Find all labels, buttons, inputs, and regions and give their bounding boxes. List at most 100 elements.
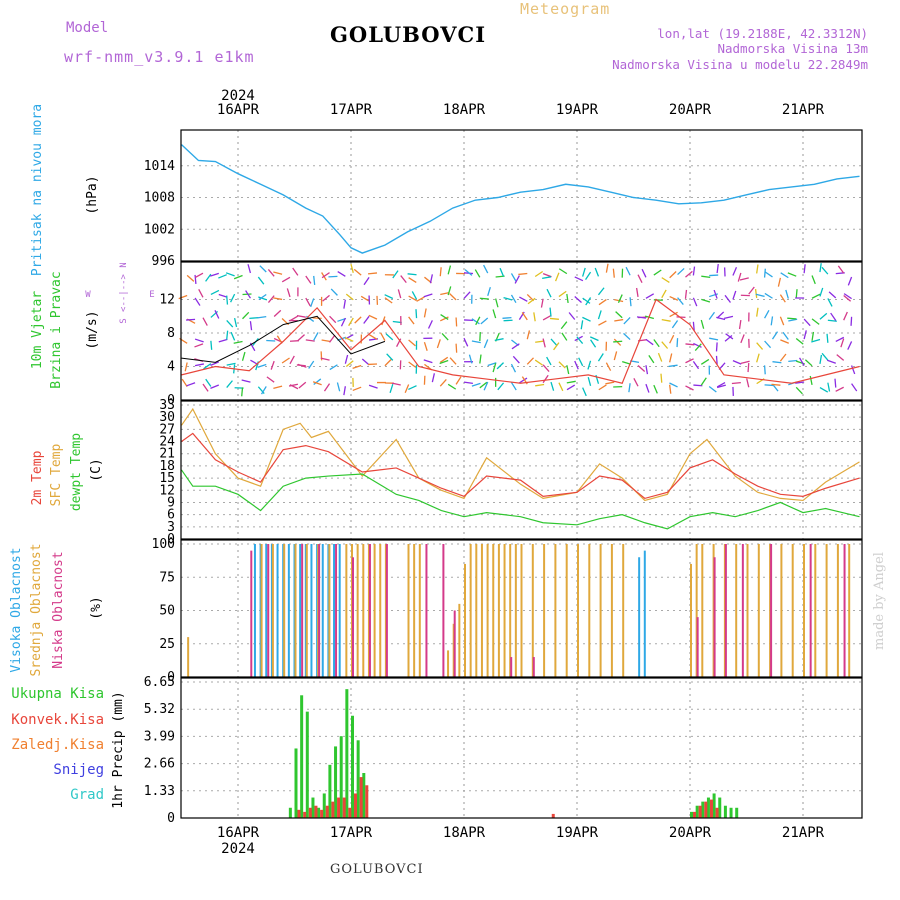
wind-arrow [380,332,386,341]
wind-arrow [835,336,845,343]
wind-arrow [439,356,449,363]
wind-arrow [205,273,212,282]
wind-arrow [312,381,322,386]
precip-bar [334,746,338,818]
wind-arrow [597,310,602,320]
wind-arrow [340,317,346,327]
pressure-unit: (hPa) [85,175,100,214]
watermark: made by Angel [872,552,887,650]
top-day-label: 20APR [669,102,712,118]
precip-bar [362,773,366,818]
wind-arrow [534,359,543,366]
precip-bar [300,695,304,818]
wind-arrow [296,315,306,318]
wind-arrow [582,297,591,304]
wind-arrow [788,318,798,322]
wind-arrow [811,338,821,343]
wind-arrow [629,297,632,307]
precip-bar [351,715,354,818]
y-tick-label: 75 [159,570,175,585]
precip-label-conv: Konvek.Kisa [11,712,104,728]
wind-arrow [194,274,197,285]
y-tick-label: 6 [167,508,175,523]
wind-arrow [821,266,829,275]
wind-arrow [423,341,428,351]
wind-arrow [661,289,667,299]
wind-arrow [292,267,299,276]
wind-arrow [499,267,505,277]
wind-arrow [494,338,504,342]
y-tick-label: 8 [167,326,175,341]
wind-arrow [313,332,319,341]
wind-arrow [329,334,336,343]
wind-arrow [764,271,773,278]
wind-arrow [597,353,604,362]
precip-bar [325,805,329,818]
wind-arrow [218,274,227,279]
precip-bar [305,711,309,818]
wind-arrow [241,387,244,397]
wind-arrow [574,276,584,282]
wind-arrow [440,314,449,320]
temp-unit: (C) [89,458,104,481]
pressure-line [181,144,860,254]
wind-arrow [847,276,853,286]
bottom-day-label: 21APR [782,825,825,841]
wind-arrow [408,361,417,368]
panel-frame [180,677,863,819]
wind-arrow [178,294,188,300]
wind-arrow [518,272,528,276]
wind-arrow [463,291,471,299]
wind-arrow [724,335,733,342]
wind-arrow [385,333,394,341]
panel-frame [180,539,863,678]
wind-arrow [247,264,252,274]
wind-arrow [416,296,425,302]
data-layer [178,144,860,818]
wind-arrow [479,297,489,300]
wind-arrow [226,295,229,305]
t2-temp-line [181,432,860,500]
wind-arrow [558,290,567,298]
wind-arrow [542,364,550,372]
wind-arrow [439,316,449,322]
wind-arrow [568,312,576,320]
wind-arrow [660,373,663,383]
compass-south: S [119,318,129,323]
wind-arrow [337,271,346,277]
bottom-day-label: 18APR [443,825,486,841]
wind-arrow [777,277,782,287]
wind-arrow [803,264,806,274]
precip-bar [297,809,301,818]
wind-arrow [455,343,458,353]
wind-arrow [622,361,632,365]
wind-arrow [566,380,576,384]
wind-arrow [732,360,742,365]
wind-arrow [289,340,300,342]
wind-arrow [676,316,686,319]
top-day-label: 16APR [217,102,260,118]
wind-arrow [542,374,549,384]
wind-arrow [463,381,473,385]
precip-bar [303,811,307,818]
precip-bar [709,799,713,818]
y-tick-label: 0 [167,670,175,685]
wind-arrow [534,270,544,278]
wind-arrow [605,263,609,273]
bottom-day-label: 17APR [330,825,373,841]
wind-arrow [716,381,726,388]
precip-bar [317,807,321,818]
wind-arrow [661,341,669,349]
wind-arrow [637,274,643,284]
panel-frame [180,129,863,262]
wind-arrow [701,275,711,279]
wind-arrow [249,321,253,331]
precip-bar [359,777,363,818]
wind-arrow [479,381,488,389]
wind-arrow [242,311,250,320]
footer-station: GOLUBOVCI [330,862,424,877]
altitude-info: Nadmorska Visina 13m [717,41,868,56]
y-tick-label: 5.32 [144,702,175,717]
y-tick-label: 12 [159,483,175,498]
wind-arrow [804,359,813,367]
